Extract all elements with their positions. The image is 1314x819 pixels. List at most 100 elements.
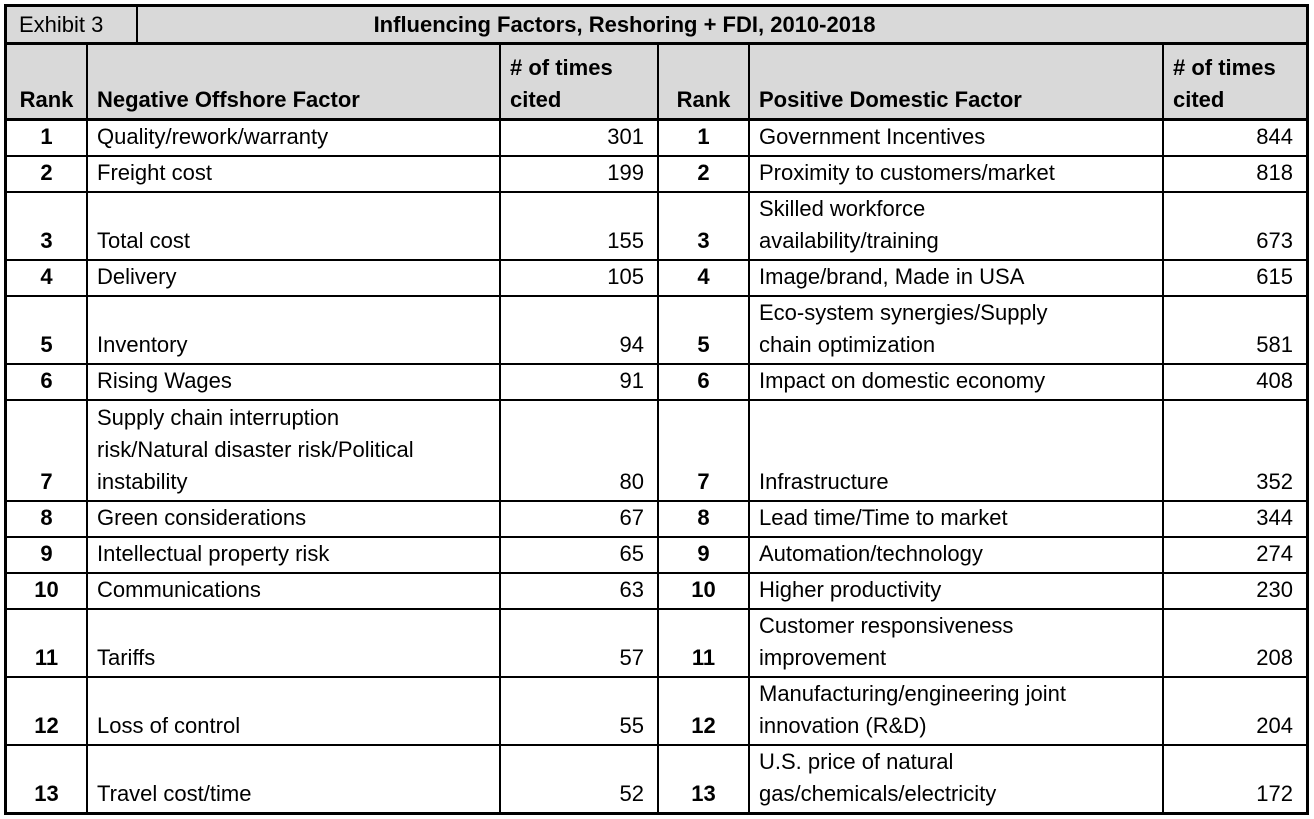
rank-cell-negative: 7: [7, 398, 88, 502]
rank-cell-positive: 9: [657, 535, 750, 574]
table-row: 6 Rising Wages 91 6 Impact on domestic econo…: [7, 362, 1306, 401]
col-header-rank-negative: Rank: [7, 45, 88, 121]
negative-cited-cell: 63: [499, 571, 659, 610]
col-header-positive-factor: Positive Domestic Factor: [748, 45, 1164, 121]
negative-cited-cell: 301: [499, 118, 659, 157]
factors-table: Rank Negative Offshore Factor # of times…: [7, 45, 1306, 812]
negative-factor-cell: Intellectual property risk: [86, 535, 501, 574]
table-row: 9 Intellectual property risk 65 9 Automation…: [7, 535, 1306, 574]
positive-cited-cell: 204: [1162, 675, 1306, 746]
table-body: 1 Quality/rework/warranty 301 1 Government I…: [7, 118, 1306, 812]
negative-cited-cell: 67: [499, 499, 659, 538]
positive-factor-cell: Image/brand, Made in USA: [748, 258, 1164, 297]
rank-cell-positive: 3: [657, 190, 750, 261]
negative-cited-cell: 94: [499, 294, 659, 365]
col-header-cited-positive: # of times cited: [1162, 45, 1306, 121]
negative-factor-cell: Tariffs: [86, 607, 501, 678]
positive-factor-cell: Customer responsiveness improvement: [748, 607, 1164, 678]
positive-factor-cell: U.S. price of natural gas/chemicals/elec…: [748, 743, 1164, 812]
negative-factor-cell: Delivery: [86, 258, 501, 297]
rank-cell-positive: 7: [657, 398, 750, 502]
positive-cited-cell: 208: [1162, 607, 1306, 678]
negative-factor-cell: Total cost: [86, 190, 501, 261]
negative-factor-cell: Communications: [86, 571, 501, 610]
rank-cell-negative: 1: [7, 118, 88, 157]
rank-cell-negative: 5: [7, 294, 88, 365]
rank-cell-positive: 2: [657, 154, 750, 193]
negative-factor-cell: Quality/rework/warranty: [86, 118, 501, 157]
negative-factor-cell: Rising Wages: [86, 362, 501, 401]
positive-cited-cell: 844: [1162, 118, 1306, 157]
positive-factor-cell: Lead time/Time to market: [748, 499, 1164, 538]
rank-cell-negative: 8: [7, 499, 88, 538]
exhibit-title-bar: Exhibit 3 Influencing Factors, Reshoring…: [7, 7, 1306, 45]
table-row: 3 Total cost 155 3 Skilled workforce availab…: [7, 190, 1306, 261]
positive-cited-cell: 673: [1162, 190, 1306, 261]
rank-cell-negative: 12: [7, 675, 88, 746]
positive-factor-cell: Proximity to customers/market: [748, 154, 1164, 193]
positive-factor-cell: Eco-system synergies/Supply chain optimi…: [748, 294, 1164, 365]
table-row: 13 Travel cost/time 52 13 U.S. price of natu…: [7, 743, 1306, 812]
rank-cell-negative: 9: [7, 535, 88, 574]
rank-cell-negative: 11: [7, 607, 88, 678]
negative-cited-cell: 55: [499, 675, 659, 746]
col-header-cited-negative: # of times cited: [499, 45, 659, 121]
positive-cited-cell: 818: [1162, 154, 1306, 193]
table-row: 8 Green considerations 67 8 Lead time/Time t…: [7, 499, 1306, 538]
positive-cited-cell: 408: [1162, 362, 1306, 401]
negative-cited-cell: 199: [499, 154, 659, 193]
rank-cell-positive: 8: [657, 499, 750, 538]
negative-cited-cell: 57: [499, 607, 659, 678]
rank-cell-positive: 1: [657, 118, 750, 157]
positive-cited-cell: 344: [1162, 499, 1306, 538]
negative-cited-cell: 80: [499, 398, 659, 502]
col-header-negative-factor: Negative Offshore Factor: [86, 45, 501, 121]
positive-cited-cell: 274: [1162, 535, 1306, 574]
positive-factor-cell: Manufacturing/engineering joint innovati…: [748, 675, 1164, 746]
table-row: 7 Supply chain interruption risk/Natural …: [7, 398, 1306, 502]
positive-cited-cell: 352: [1162, 398, 1306, 502]
rank-cell-positive: 13: [657, 743, 750, 812]
positive-factor-cell: Higher productivity: [748, 571, 1164, 610]
rank-cell-positive: 12: [657, 675, 750, 746]
positive-cited-cell: 581: [1162, 294, 1306, 365]
table-row: 10 Communications 63 10 Higher productivity 2…: [7, 571, 1306, 610]
negative-cited-cell: 91: [499, 362, 659, 401]
positive-factor-cell: Skilled workforce availability/training: [748, 190, 1164, 261]
positive-factor-cell: Impact on domestic economy: [748, 362, 1164, 401]
rank-cell-positive: 4: [657, 258, 750, 297]
exhibit-table: Exhibit 3 Influencing Factors, Reshoring…: [4, 4, 1309, 815]
rank-cell-positive: 11: [657, 607, 750, 678]
negative-factor-cell: Travel cost/time: [86, 743, 501, 812]
negative-cited-cell: 155: [499, 190, 659, 261]
rank-cell-positive: 6: [657, 362, 750, 401]
negative-cited-cell: 65: [499, 535, 659, 574]
rank-cell-negative: 6: [7, 362, 88, 401]
positive-factor-cell: Government Incentives: [748, 118, 1164, 157]
table-row: 12 Loss of control 55 12 Manufacturing/engin…: [7, 675, 1306, 746]
header-row: Rank Negative Offshore Factor # of times…: [7, 45, 1306, 121]
positive-cited-cell: 172: [1162, 743, 1306, 812]
rank-cell-negative: 13: [7, 743, 88, 812]
negative-factor-cell: Inventory: [86, 294, 501, 365]
rank-cell-negative: 2: [7, 154, 88, 193]
positive-cited-cell: 615: [1162, 258, 1306, 297]
positive-factor-cell: Infrastructure: [748, 398, 1164, 502]
negative-cited-cell: 105: [499, 258, 659, 297]
table-row: 4 Delivery 105 4 Image/brand, Made in USA 615: [7, 258, 1306, 297]
rank-cell-positive: 5: [657, 294, 750, 365]
negative-factor-cell: Supply chain interruption risk/Natural d…: [86, 398, 501, 502]
positive-factor-cell: Automation/technology: [748, 535, 1164, 574]
table-row: 11 Tariffs 57 11 Customer responsiveness imp…: [7, 607, 1306, 678]
rank-cell-negative: 4: [7, 258, 88, 297]
negative-factor-cell: Freight cost: [86, 154, 501, 193]
rank-cell-negative: 10: [7, 571, 88, 610]
table-row: 1 Quality/rework/warranty 301 1 Government I…: [7, 118, 1306, 157]
negative-factor-cell: Green considerations: [86, 499, 501, 538]
rank-cell-positive: 10: [657, 571, 750, 610]
negative-factor-cell: Loss of control: [86, 675, 501, 746]
col-header-rank-positive: Rank: [657, 45, 750, 121]
table-row: 2 Freight cost 199 2 Proximity to customers/…: [7, 154, 1306, 193]
exhibit-label: Exhibit 3: [7, 7, 138, 42]
exhibit-title: Influencing Factors, Reshoring + FDI, 20…: [373, 11, 876, 37]
